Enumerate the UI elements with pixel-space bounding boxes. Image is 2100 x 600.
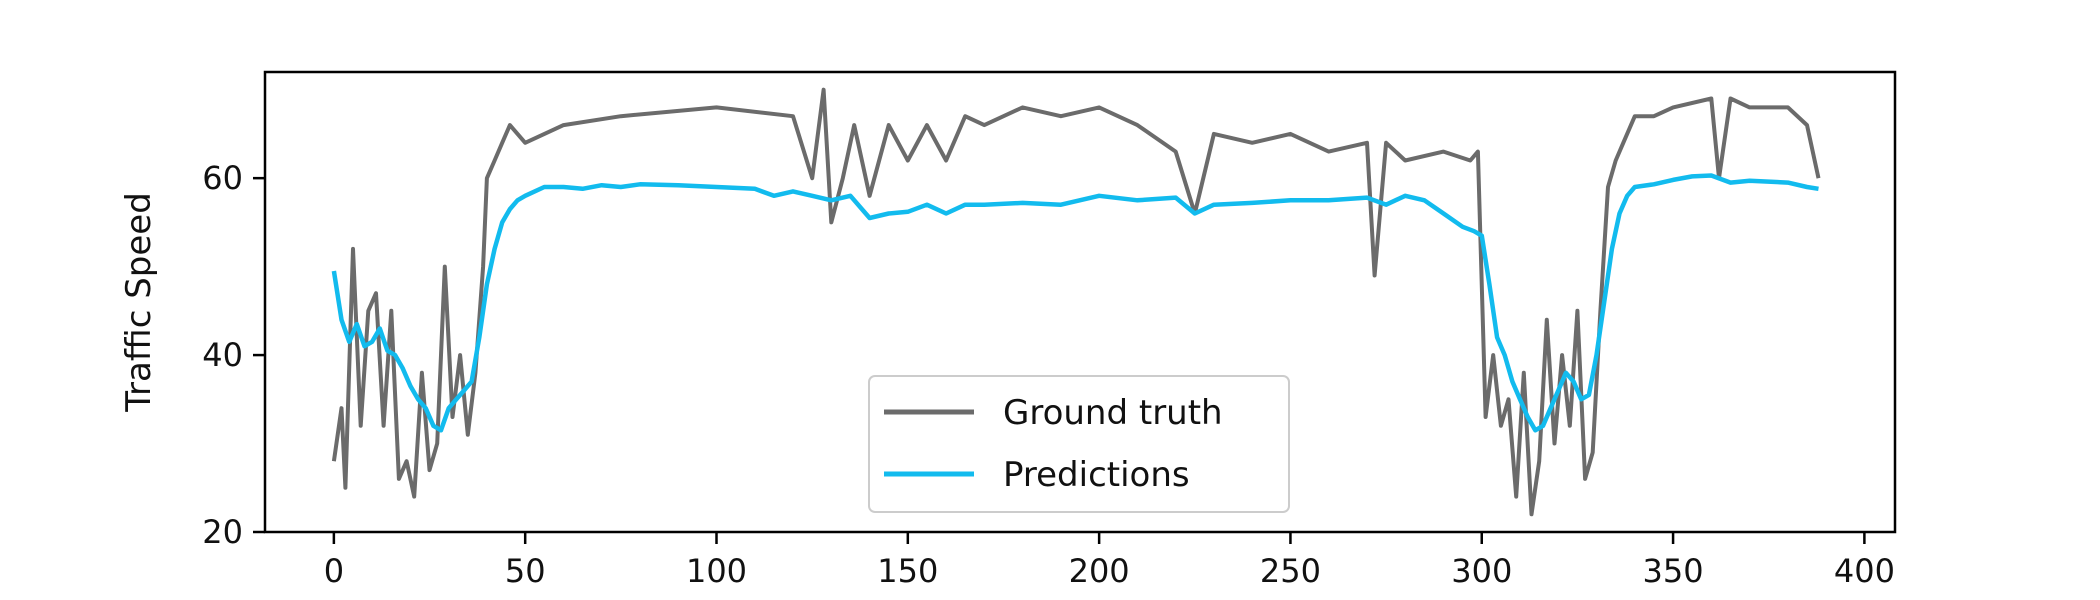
series-line-predictions	[331, 173, 1819, 433]
y-tick-label: 40	[202, 336, 243, 374]
x-tick-label: 350	[1643, 552, 1704, 590]
axes-frame	[263, 70, 1897, 534]
x-tick-label: 300	[1451, 552, 1512, 590]
series-layer	[331, 87, 1821, 517]
y-tick-label: 20	[202, 513, 243, 551]
x-tick-label: 0	[324, 552, 344, 590]
y-axis-label: Traffic Speed	[119, 192, 159, 413]
x-tick-label: 150	[877, 552, 938, 590]
legend-label-ground-truth: Ground truth	[1003, 393, 1223, 433]
x-tick-label: 400	[1834, 552, 1895, 590]
legend-label-predictions: Predictions	[1003, 455, 1190, 495]
x-tick-label: 200	[1069, 552, 1130, 590]
x-tick-label: 100	[686, 552, 747, 590]
x-tick-label: 50	[505, 552, 546, 590]
series-line-ground-truth	[331, 87, 1821, 517]
ticks-layer: 0 50 100 150 200 250 300 350 400 20 40 60	[202, 159, 1895, 590]
x-tick-label: 250	[1260, 552, 1321, 590]
legend: Ground truth Predictions	[868, 375, 1290, 513]
y-tick-label: 60	[202, 159, 243, 197]
